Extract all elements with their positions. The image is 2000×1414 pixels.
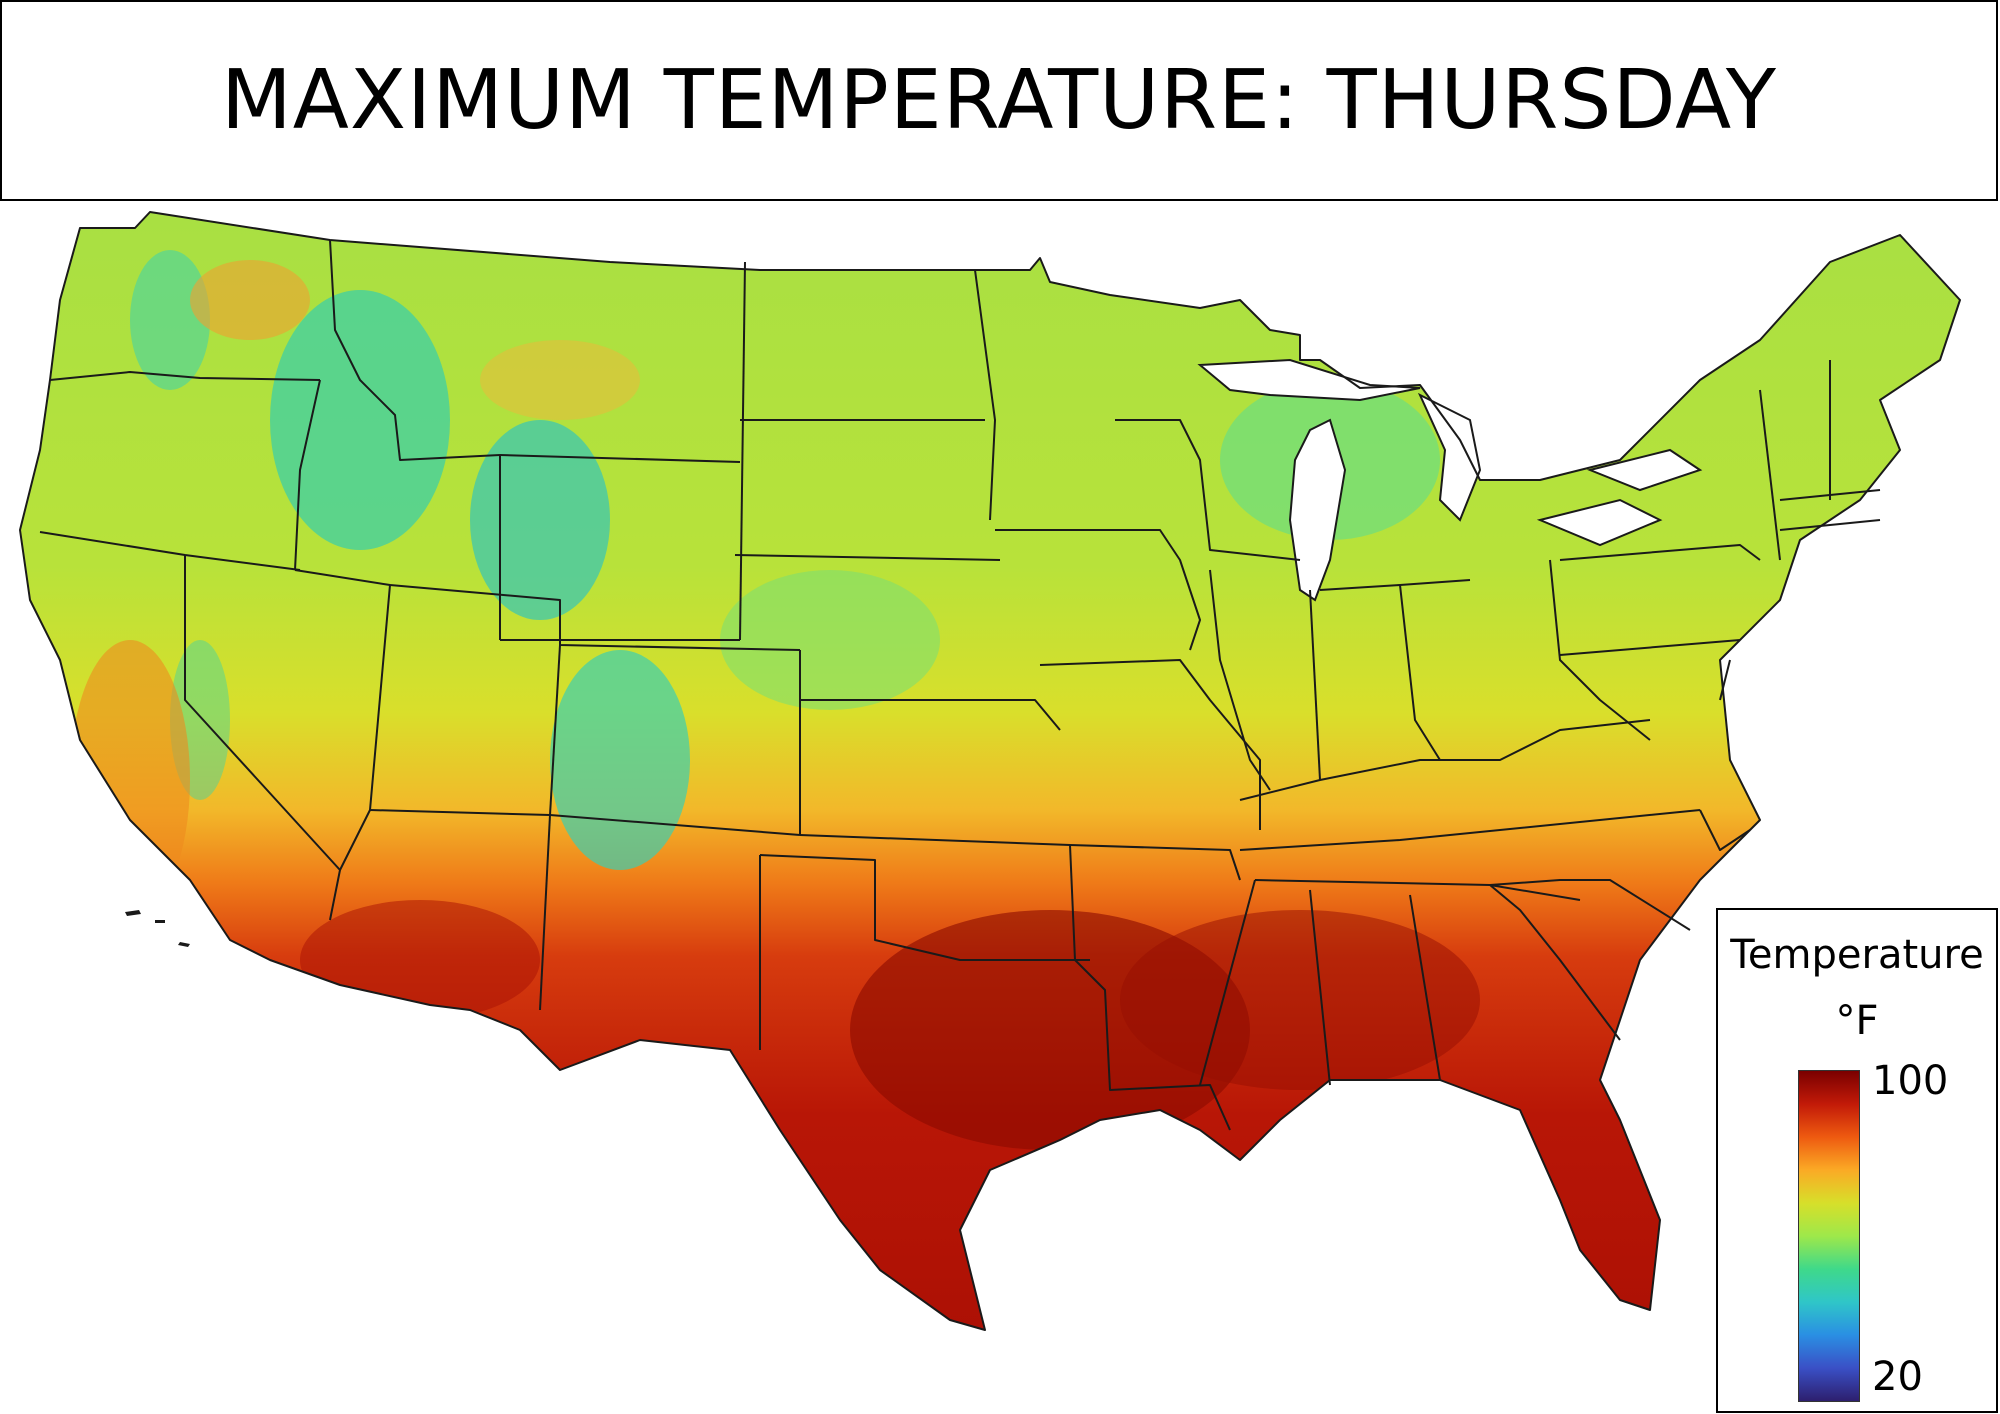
title-box: MAXIMUM TEMPERATURE: THURSDAY (0, 0, 1998, 201)
legend-colorbar (1798, 1070, 1860, 1402)
legend-unit: °F (1835, 998, 1879, 1044)
legend-max-label: 100 (1872, 1058, 1949, 1104)
temperature-field (20, 212, 1960, 1330)
channel-islands (125, 910, 190, 947)
us-outline (19, 211, 1961, 1331)
legend: Temperature °F 100 20 (1716, 908, 1998, 1413)
legend-title: Temperature (1730, 932, 1984, 978)
legend-min-label: 20 (1872, 1354, 1923, 1400)
temperature-map (19, 211, 1961, 1331)
map-title: MAXIMUM TEMPERATURE: THURSDAY (221, 53, 1777, 148)
great-lakes (1197, 358, 1703, 602)
state-boundaries (39, 239, 1881, 1131)
